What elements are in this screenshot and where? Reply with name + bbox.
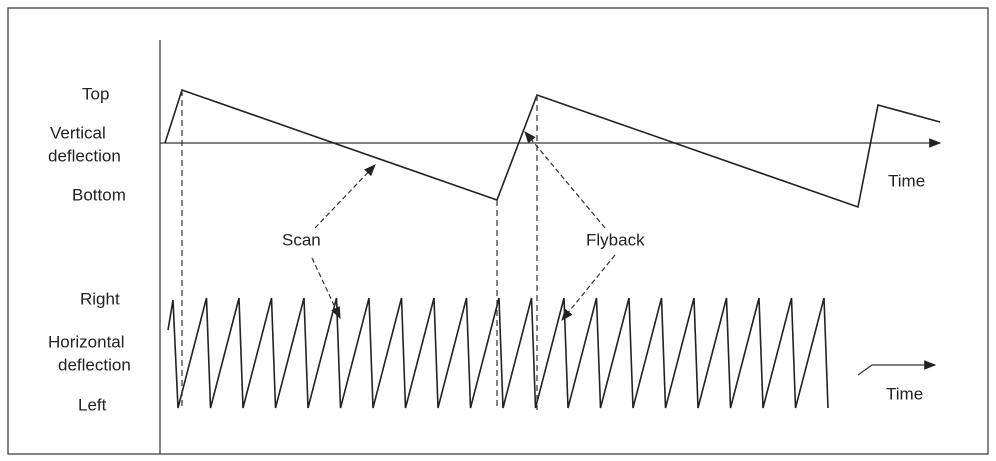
frame — [8, 8, 988, 454]
annotation: Flyback — [586, 230, 645, 249]
label: deflection — [48, 146, 121, 165]
annotation-arrow — [312, 258, 340, 318]
diagram: Top Vertical deflection Bottom Time Scan… — [0, 0, 996, 461]
annotation-arrow — [315, 165, 375, 228]
vertical-waveform — [165, 90, 940, 207]
label: Time — [888, 171, 925, 190]
annotation: Scan — [282, 230, 321, 249]
label: deflection — [58, 355, 131, 374]
label: Bottom — [72, 185, 126, 204]
time-axis — [858, 365, 935, 375]
label: Time — [886, 384, 923, 403]
label: Left — [78, 395, 107, 414]
label: Horizontal — [48, 332, 125, 351]
annotation-arrow — [562, 255, 615, 320]
horizontal-waveform — [168, 298, 828, 408]
label: Vertical — [50, 123, 106, 142]
label: Top — [82, 84, 109, 103]
label: Right — [80, 289, 120, 308]
